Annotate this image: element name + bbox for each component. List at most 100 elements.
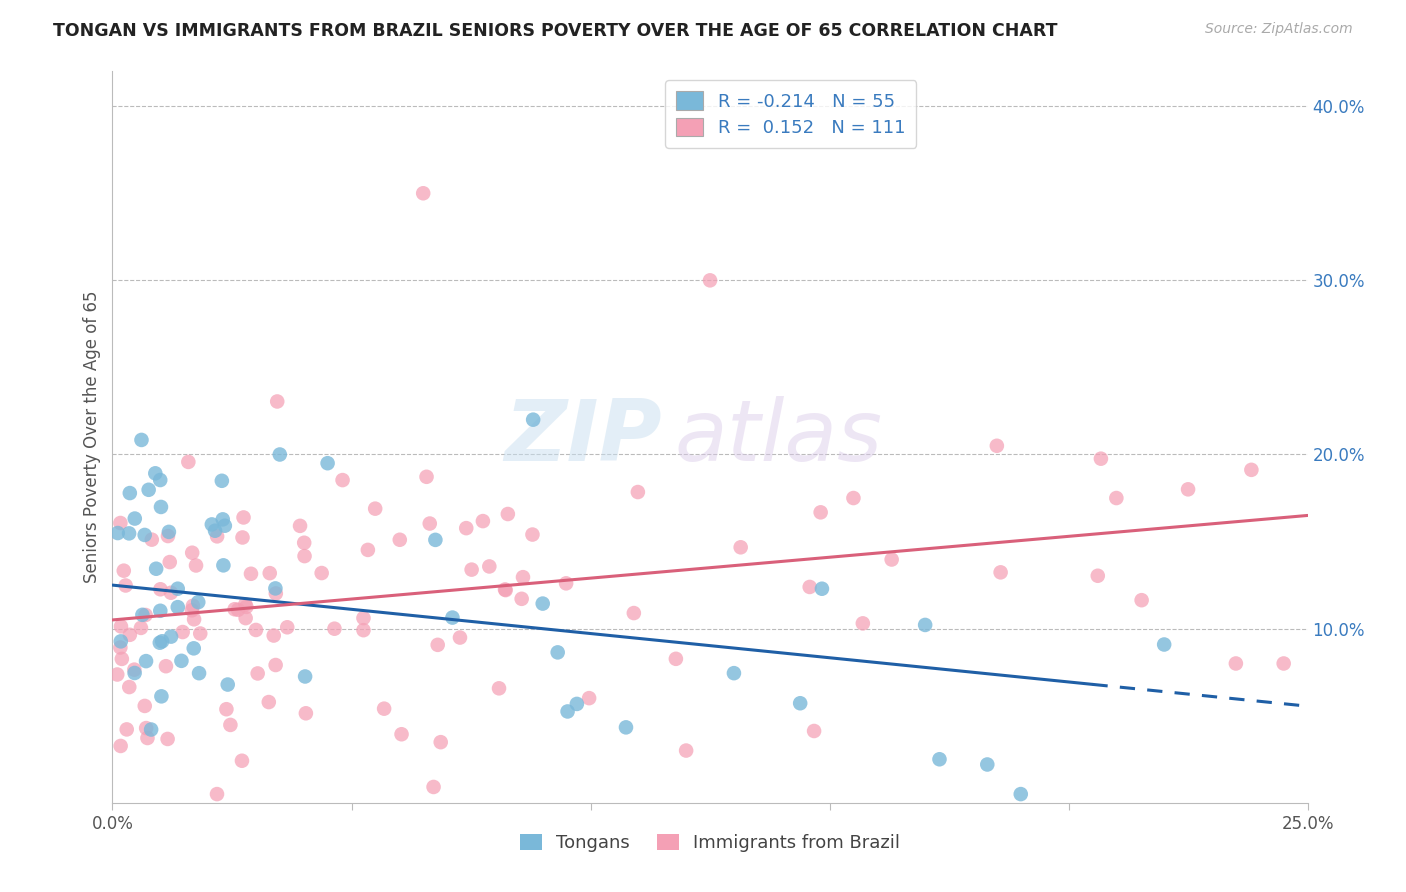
Point bbox=[115, 723, 138, 737]
Point bbox=[231, 754, 253, 768]
Point bbox=[357, 542, 380, 557]
Point bbox=[135, 654, 157, 668]
Point bbox=[149, 582, 172, 597]
Point bbox=[789, 696, 811, 710]
Point bbox=[522, 527, 544, 541]
Point bbox=[852, 616, 875, 631]
Point bbox=[118, 486, 141, 500]
Point bbox=[205, 787, 228, 801]
Point bbox=[494, 582, 516, 597]
Point bbox=[565, 697, 588, 711]
Point bbox=[110, 619, 132, 633]
Point bbox=[160, 630, 183, 644]
Point bbox=[665, 652, 688, 666]
Point bbox=[803, 723, 825, 738]
Point bbox=[149, 500, 172, 514]
Point bbox=[131, 433, 153, 447]
Point bbox=[135, 721, 157, 735]
Point bbox=[531, 597, 554, 611]
Point bbox=[124, 665, 146, 680]
Point bbox=[478, 559, 501, 574]
Point bbox=[471, 514, 494, 528]
Point bbox=[134, 528, 156, 542]
Point bbox=[928, 752, 950, 766]
Point bbox=[263, 628, 285, 642]
Point bbox=[614, 720, 637, 734]
Point bbox=[699, 273, 721, 287]
Point bbox=[214, 518, 236, 533]
Point bbox=[264, 582, 287, 596]
Point bbox=[914, 618, 936, 632]
Point bbox=[495, 583, 517, 598]
Point bbox=[110, 640, 132, 655]
Point bbox=[136, 731, 159, 745]
Point bbox=[118, 526, 141, 541]
Point bbox=[181, 599, 204, 613]
Point bbox=[842, 491, 865, 505]
Point bbox=[124, 511, 146, 525]
Point bbox=[205, 529, 228, 543]
Point bbox=[257, 695, 280, 709]
Point bbox=[496, 507, 519, 521]
Point bbox=[276, 620, 298, 634]
Point bbox=[510, 591, 533, 606]
Point bbox=[201, 517, 224, 532]
Point bbox=[460, 563, 482, 577]
Point bbox=[219, 718, 242, 732]
Point bbox=[488, 681, 510, 696]
Point bbox=[429, 735, 451, 749]
Point bbox=[177, 455, 200, 469]
Point bbox=[627, 485, 650, 500]
Point bbox=[240, 566, 263, 581]
Point bbox=[1225, 657, 1247, 671]
Point bbox=[1130, 593, 1153, 607]
Point bbox=[723, 666, 745, 681]
Point bbox=[245, 623, 267, 637]
Point bbox=[880, 552, 903, 566]
Point bbox=[799, 580, 821, 594]
Point bbox=[143, 467, 166, 481]
Point bbox=[373, 701, 395, 715]
Point bbox=[107, 526, 129, 541]
Point bbox=[183, 641, 205, 656]
Point bbox=[1010, 787, 1032, 801]
Point bbox=[441, 610, 464, 624]
Point bbox=[259, 566, 281, 581]
Point bbox=[188, 626, 211, 640]
Point bbox=[187, 595, 209, 609]
Point bbox=[118, 628, 141, 642]
Point bbox=[110, 739, 132, 753]
Point bbox=[294, 669, 316, 683]
Point bbox=[810, 505, 832, 519]
Point bbox=[157, 524, 180, 539]
Point bbox=[231, 531, 253, 545]
Point bbox=[1320, 657, 1343, 671]
Point bbox=[110, 516, 132, 530]
Point bbox=[211, 512, 233, 526]
Point bbox=[149, 473, 172, 487]
Point bbox=[112, 564, 135, 578]
Point bbox=[232, 510, 254, 524]
Point bbox=[150, 690, 173, 704]
Point bbox=[149, 604, 172, 618]
Point bbox=[212, 558, 235, 573]
Point bbox=[578, 691, 600, 706]
Point bbox=[134, 698, 156, 713]
Point bbox=[183, 612, 205, 626]
Point bbox=[204, 524, 226, 538]
Point bbox=[160, 586, 183, 600]
Point bbox=[110, 634, 132, 648]
Point bbox=[166, 600, 188, 615]
Text: ZIP: ZIP bbox=[505, 395, 662, 479]
Point bbox=[149, 636, 172, 650]
Point bbox=[426, 638, 449, 652]
Point bbox=[555, 576, 578, 591]
Point bbox=[181, 546, 204, 560]
Point bbox=[990, 566, 1012, 580]
Point bbox=[235, 611, 257, 625]
Point bbox=[391, 727, 413, 741]
Legend: Tongans, Immigrants from Brazil: Tongans, Immigrants from Brazil bbox=[513, 827, 907, 860]
Point bbox=[332, 473, 354, 487]
Point bbox=[118, 680, 141, 694]
Point bbox=[547, 645, 569, 659]
